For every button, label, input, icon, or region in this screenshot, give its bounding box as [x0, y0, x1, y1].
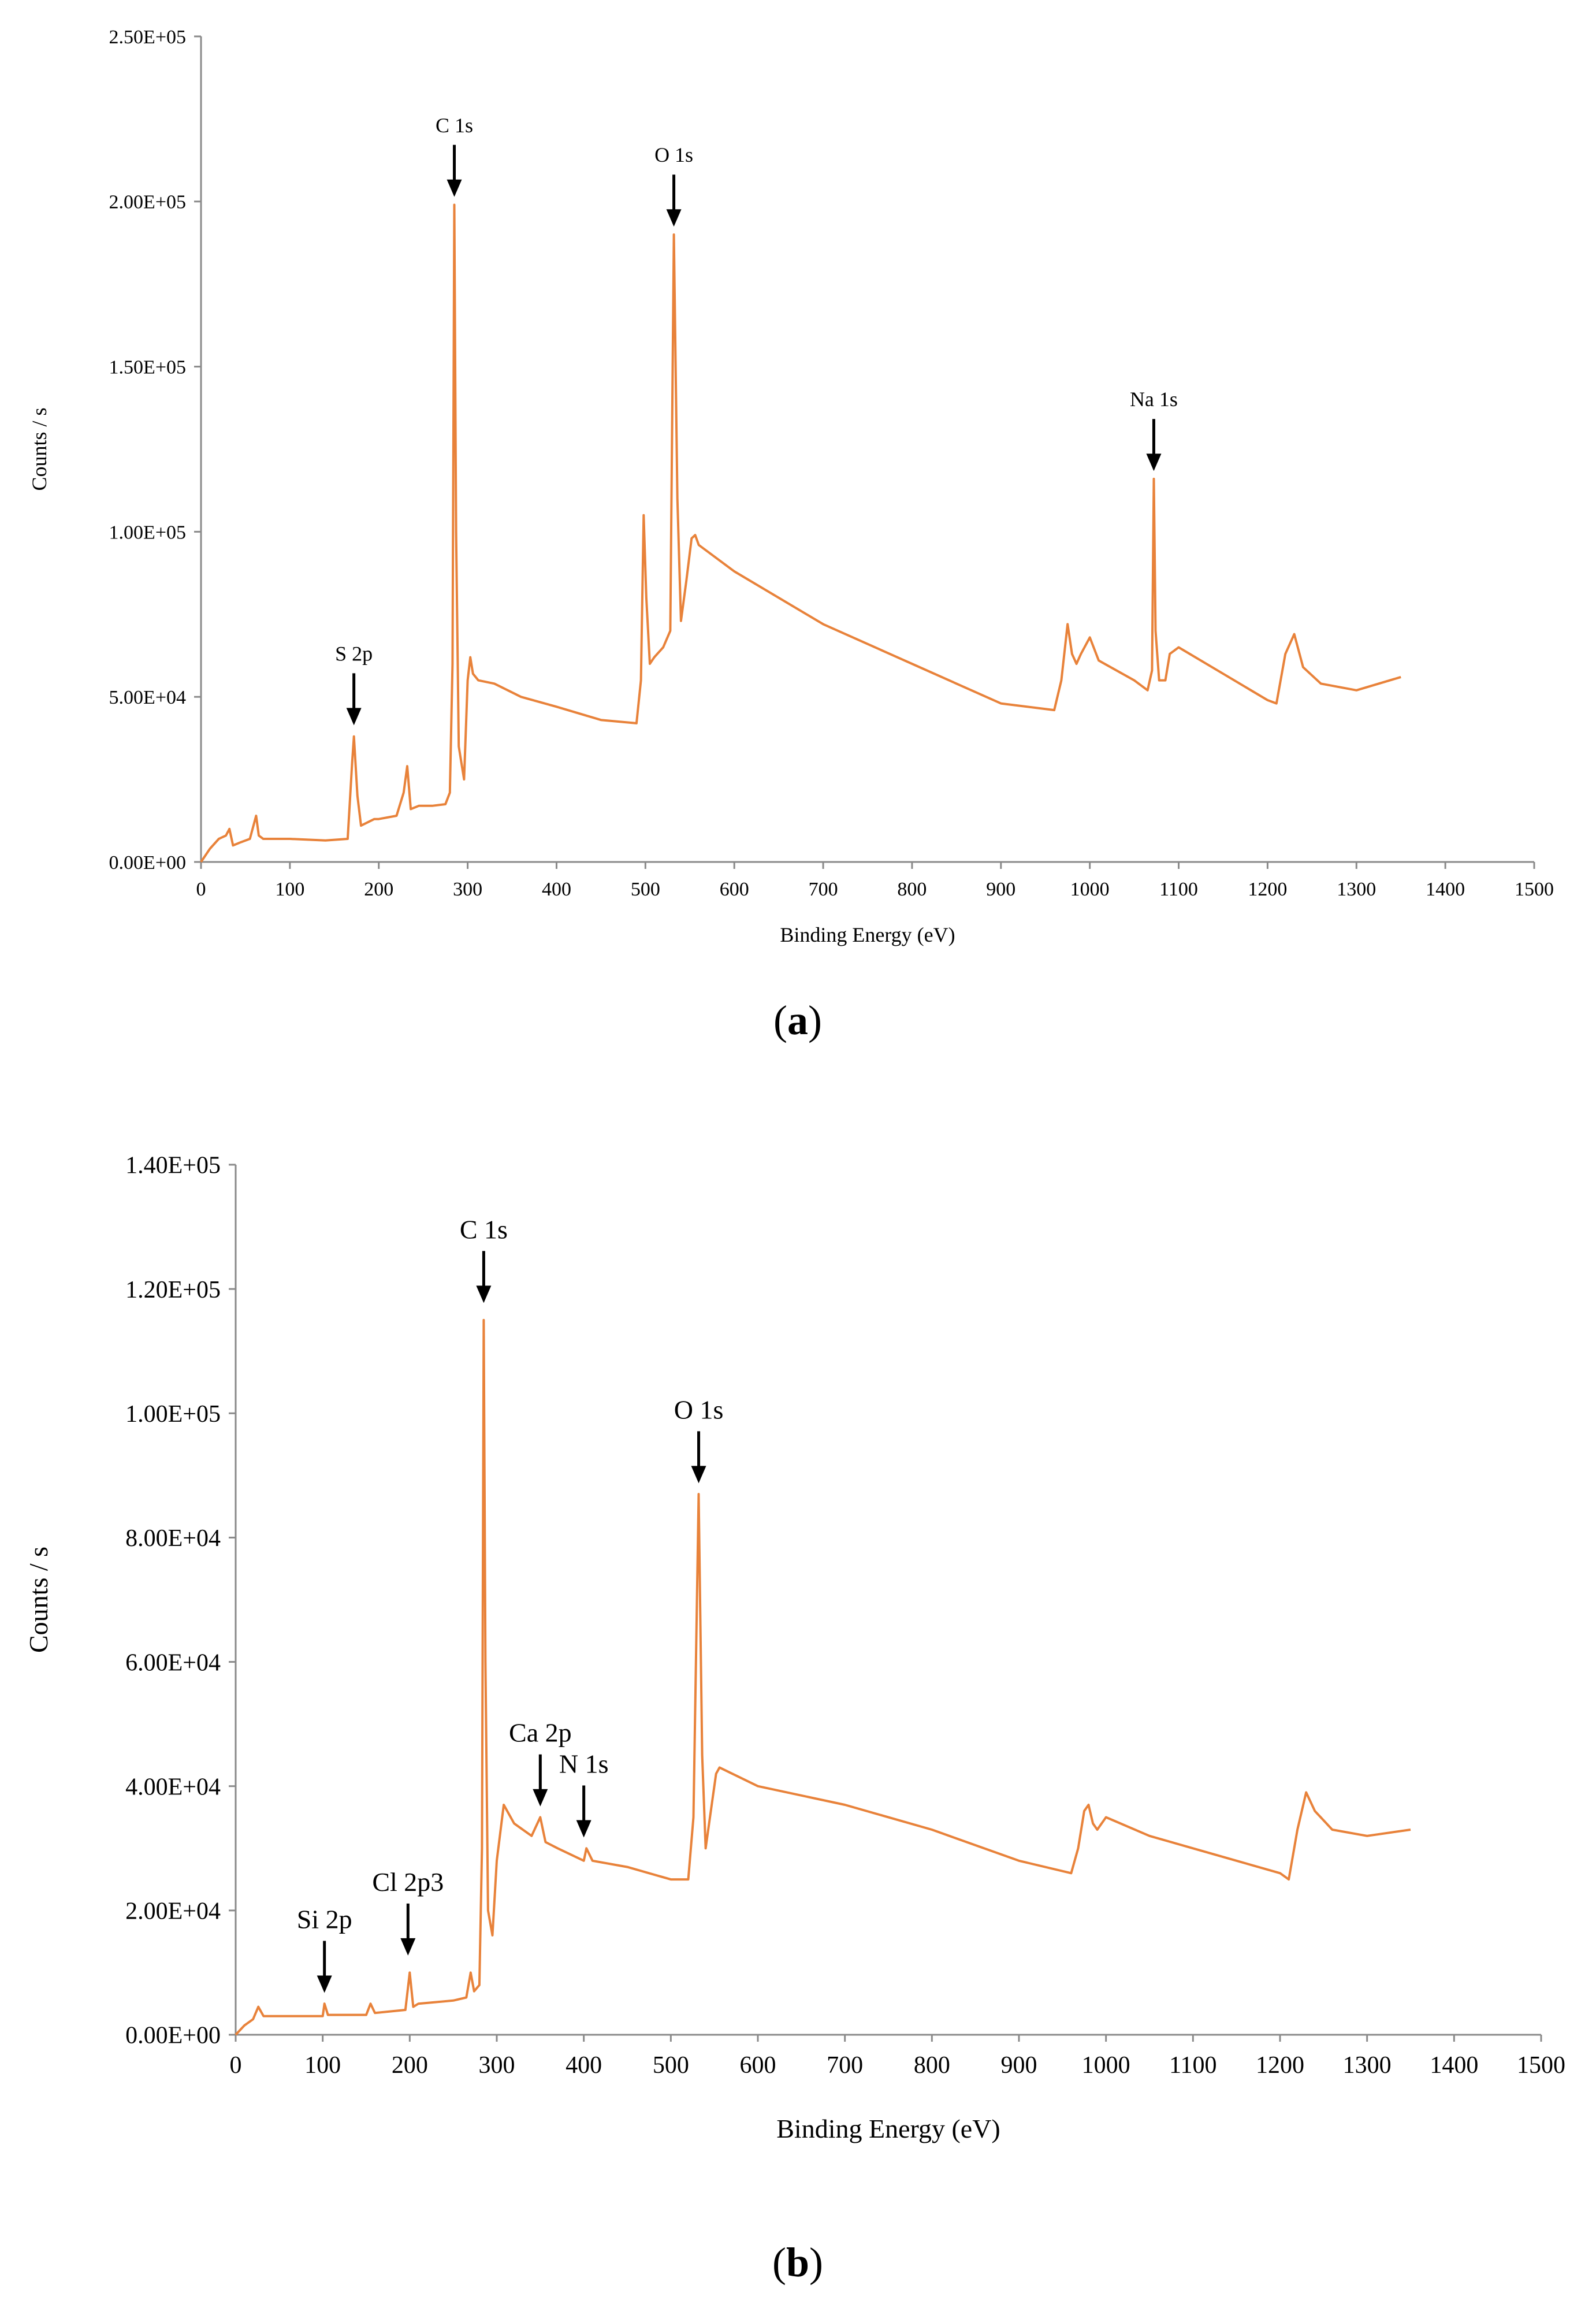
y-tick-label: 8.00E+04 — [125, 1525, 221, 1552]
y-tick-label: 6.00E+04 — [125, 1649, 221, 1676]
y-tick-label: 1.00E+05 — [109, 522, 186, 543]
annotation-arrowhead — [533, 1789, 548, 1807]
x-tick-label: 300 — [453, 879, 482, 900]
peak-label: O 1s — [654, 143, 693, 166]
annotation-arrowhead — [1146, 454, 1162, 471]
y-tick-label: 1.50E+05 — [109, 357, 186, 378]
chart-panel-b: 0 100 200 300 400 500 600 700 800 900 1000 1100 1200… — [24, 1153, 1565, 2285]
x-tick-label: 100 — [275, 879, 304, 900]
annotation-arrowhead — [576, 1820, 591, 1838]
x-tick-label: 0 — [196, 879, 206, 900]
x-tick-label: 700 — [809, 879, 838, 900]
annotation-arrowhead — [346, 708, 362, 726]
y-tick-label: 0.00E+00 — [109, 852, 186, 874]
x-tick-label: 1200 — [1256, 2052, 1304, 2079]
y-axis-title: Counts / s — [24, 1547, 53, 1653]
x-tick-label: 1400 — [1426, 879, 1465, 900]
peak-label: Ca 2p — [509, 1718, 572, 1748]
x-axis-title: Binding Energy (eV) — [780, 923, 955, 946]
y-tick-label: 2.00E+04 — [125, 1898, 221, 1925]
annotation-arrowhead — [317, 1975, 332, 1993]
peak-label: N 1s — [559, 1749, 609, 1779]
panel-label: (b) — [772, 2239, 823, 2285]
x-tick-label: 800 — [914, 2052, 950, 2079]
x-tick-label: 800 — [897, 879, 927, 900]
peak-label: O 1s — [674, 1395, 724, 1424]
y-tick-label: 2.50E+05 — [109, 27, 186, 48]
annotation-arrowhead — [691, 1466, 706, 1484]
x-axis-title: Binding Energy (eV) — [776, 2114, 1000, 2143]
x-tick-label: 1200 — [1248, 879, 1287, 900]
y-tick-label: 1.20E+05 — [125, 1277, 221, 1303]
x-tick-label: 1100 — [1159, 879, 1198, 900]
annotation-arrowhead — [447, 179, 462, 197]
x-tick-label: 1500 — [1517, 2052, 1565, 2079]
peak-label: Si 2p — [297, 1904, 352, 1934]
x-tick-label: 1300 — [1343, 2052, 1392, 2079]
x-tick-label: 500 — [653, 2052, 689, 2079]
x-tick-label: 1100 — [1169, 2052, 1216, 2079]
peak-label: C 1s — [460, 1214, 508, 1244]
chart-panel-a: 0 100 200 300 400 500 600 700 800 900 1000 1100 1200… — [28, 27, 1554, 1043]
panel-label: (a) — [773, 997, 822, 1043]
series-line-survey — [200, 203, 1401, 863]
x-tick-label: 1500 — [1515, 879, 1554, 900]
x-tick-label: 400 — [542, 879, 571, 900]
annotation-arrowhead — [400, 1938, 416, 1956]
y-tick-label: 1.40E+05 — [125, 1153, 221, 1179]
y-axis-title: Counts / s — [28, 407, 51, 490]
peak-label: Na 1s — [1130, 388, 1178, 411]
peak-label: C 1s — [436, 114, 473, 137]
series-line-survey — [235, 1318, 1411, 2036]
x-tick-label: 300 — [479, 2052, 515, 2079]
peak-label: Cl 2p3 — [372, 1867, 444, 1897]
x-tick-label: 1000 — [1070, 879, 1110, 900]
peak-label: S 2p — [335, 642, 373, 665]
x-tick-label: 900 — [986, 879, 1015, 900]
x-tick-label: 700 — [827, 2052, 863, 2079]
x-tick-label: 600 — [720, 879, 749, 900]
x-tick-label: 100 — [304, 2052, 341, 2079]
y-tick-label: 0.00E+00 — [125, 2023, 221, 2049]
y-tick-label: 2.00E+05 — [109, 192, 186, 213]
x-tick-label: 200 — [392, 2052, 428, 2079]
x-tick-label: 0 — [230, 2052, 242, 2079]
x-tick-label: 1000 — [1082, 2052, 1130, 2079]
y-tick-label: 5.00E+04 — [109, 687, 186, 708]
x-tick-label: 200 — [364, 879, 393, 900]
x-tick-label: 600 — [740, 2052, 776, 2079]
annotation-arrowhead — [476, 1285, 492, 1303]
x-tick-label: 400 — [566, 2052, 602, 2079]
y-tick-label: 1.00E+05 — [125, 1401, 221, 1428]
x-tick-label: 900 — [1001, 2052, 1037, 2079]
x-tick-label: 1400 — [1430, 2052, 1478, 2079]
y-tick-label: 4.00E+04 — [125, 1774, 221, 1800]
annotation-arrowhead — [666, 209, 682, 227]
x-tick-label: 1300 — [1337, 879, 1376, 900]
x-tick-label: 500 — [631, 879, 660, 900]
